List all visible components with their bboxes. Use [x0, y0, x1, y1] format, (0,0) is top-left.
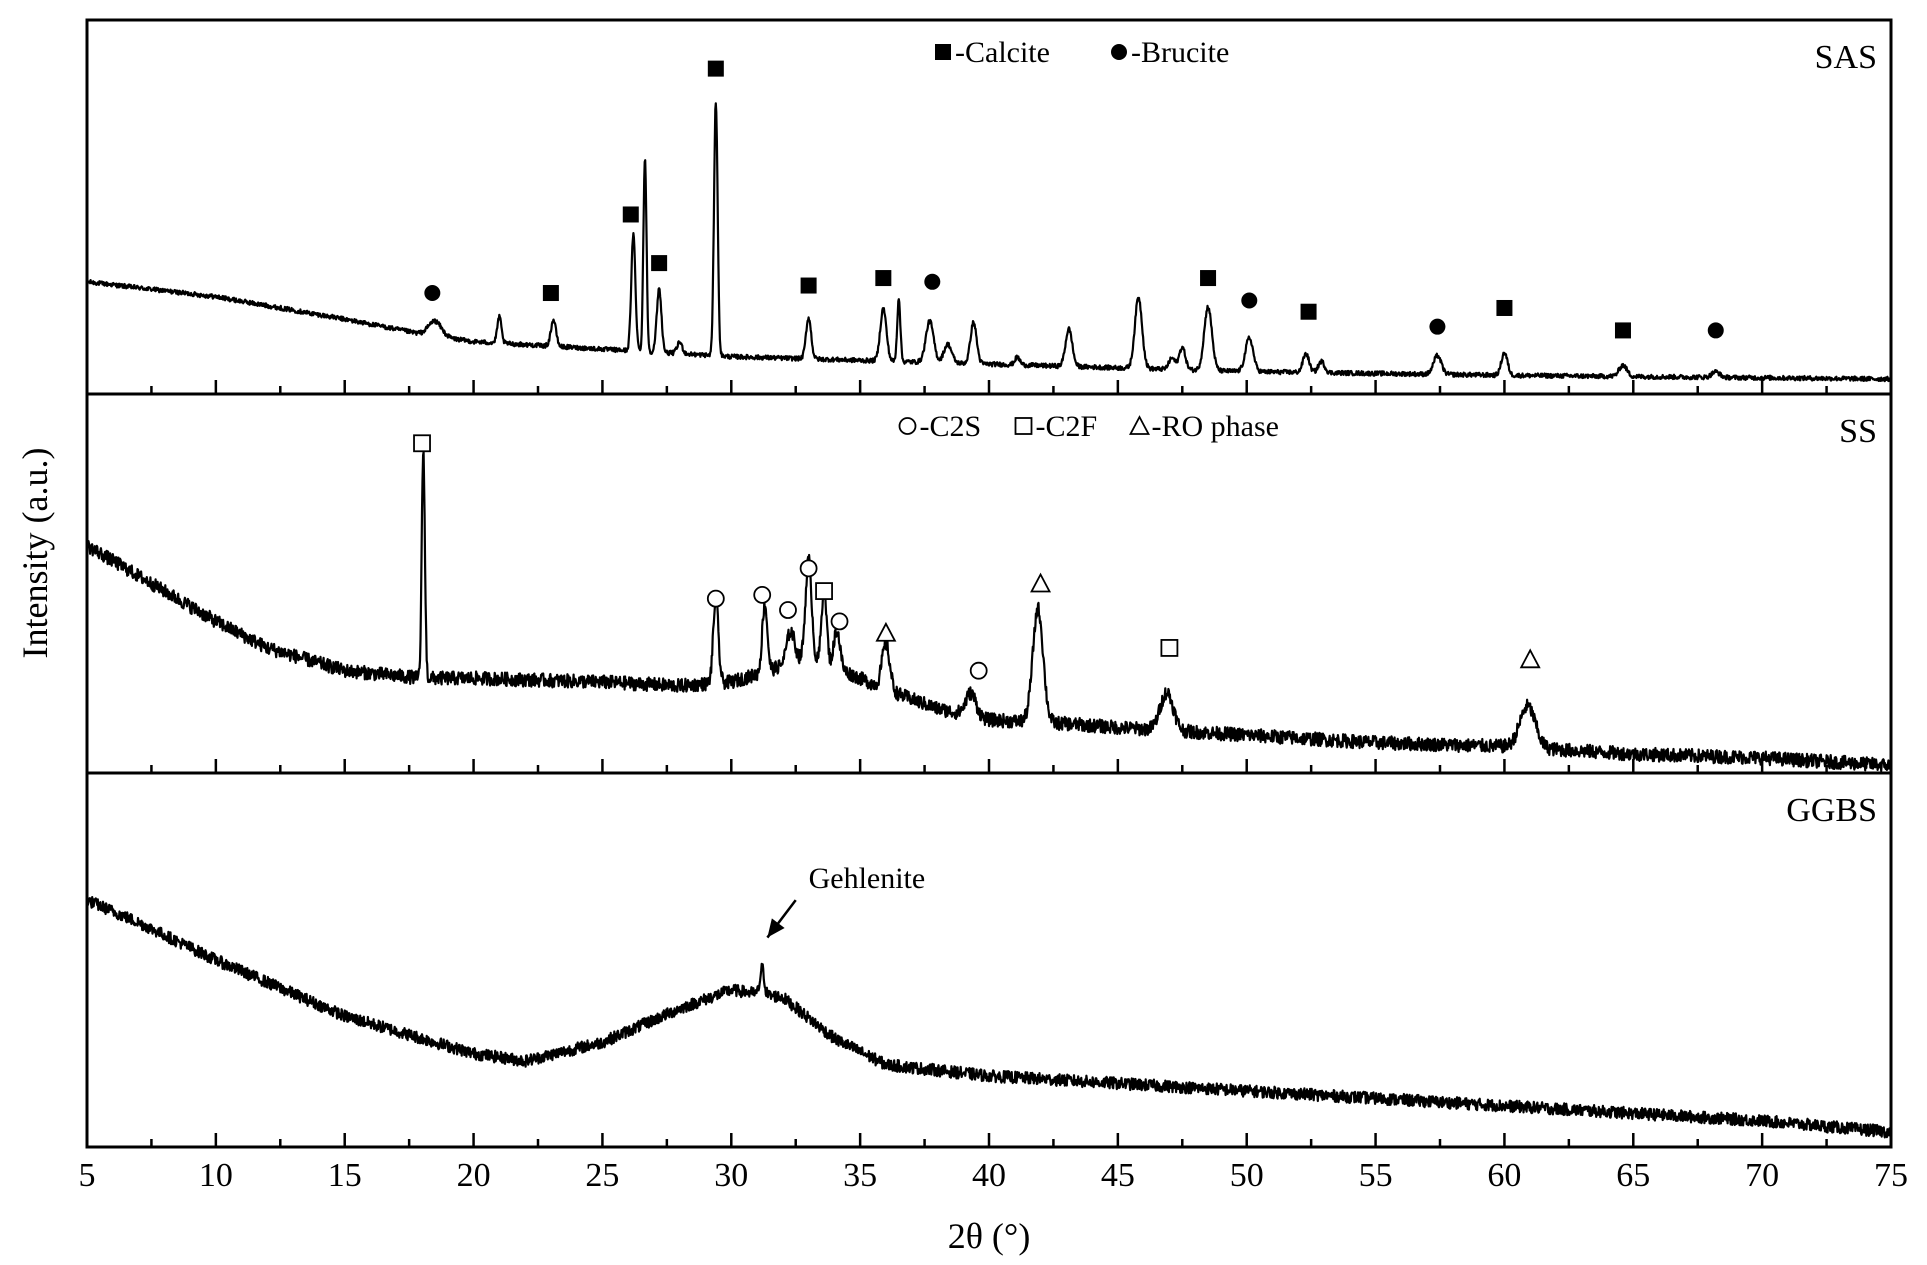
- peak-marker-5: [815, 582, 833, 600]
- peak-marker-3: [651, 255, 668, 272]
- panels-layer: SAS -Calcite -Brucite SS -C2S -C2F -RO phase GG…: [85, 18, 1893, 1149]
- peak-marker-5: [800, 277, 817, 294]
- peak-marker-14: [1707, 322, 1724, 339]
- x-tick-label: 15: [328, 1157, 362, 1194]
- x-tick-label: 50: [1230, 1157, 1264, 1194]
- panel-ticks: [85, 759, 1893, 773]
- panel-ggbs: GGBS Gehlenite: [85, 771, 1893, 1149]
- peak-marker-4: [799, 559, 818, 578]
- panel-ticks: [85, 380, 1893, 394]
- x-tick-label: 20: [457, 1157, 491, 1194]
- peak-marker-1: [706, 589, 725, 608]
- peak-marker-9: [1030, 572, 1052, 593]
- peak-marker-10: [1160, 639, 1179, 657]
- x-tick-label: 70: [1745, 1157, 1779, 1194]
- peak-marker-7: [875, 621, 897, 642]
- peak-marker-10: [1300, 303, 1317, 320]
- peak-marker-11: [1519, 648, 1541, 669]
- x-tick-label: 75: [1874, 1157, 1908, 1194]
- panel-ticks: [85, 1133, 1893, 1147]
- peak-marker-4: [707, 60, 724, 77]
- peak-marker-8: [1200, 270, 1217, 287]
- x-tick-label: 60: [1487, 1157, 1521, 1194]
- peak-marker-1: [542, 285, 559, 302]
- annotation-arrow-head: [767, 918, 785, 938]
- peak-marker-7: [924, 273, 941, 290]
- panel-label-ss: SS: [1839, 413, 1877, 450]
- panel-label-ggbs: GGBS: [1786, 792, 1877, 829]
- xrd-pattern-sas: [85, 102, 1892, 383]
- x-tick-label: 55: [1359, 1157, 1393, 1194]
- legend-label-0: -Calcite: [955, 36, 1050, 69]
- peak-marker-13: [1614, 322, 1631, 339]
- legend-label-1: -Brucite: [1131, 36, 1229, 69]
- x-tick-label: 40: [972, 1157, 1006, 1194]
- x-ticks-layer: 5 10 15 20 25 30 35 40 45 50 55 60 65 70 75: [79, 1157, 1909, 1194]
- peak-marker-3: [779, 601, 797, 619]
- y-axis-title: Intensity (a.u.): [15, 448, 55, 659]
- x-tick-label: 35: [843, 1157, 877, 1194]
- legend-symbol-0: [935, 44, 951, 60]
- xrd-pattern-ss: [85, 451, 1892, 772]
- legend-symbol-1: [1111, 44, 1127, 60]
- x-tick-label: 10: [199, 1157, 233, 1194]
- peak-marker-2: [753, 585, 772, 604]
- peak-marker-8: [969, 661, 988, 680]
- legend-label-2: -RO phase: [1152, 410, 1279, 443]
- legend-label-1: -C2F: [1036, 410, 1098, 443]
- legend: -C2S -C2F -RO phase: [898, 410, 1279, 443]
- legend-symbol-1: [1014, 417, 1033, 435]
- x-tick-label: 25: [585, 1157, 619, 1194]
- legend: -Calcite -Brucite: [935, 36, 1229, 69]
- x-tick-label: 30: [714, 1157, 748, 1194]
- peak-marker-12: [1496, 299, 1513, 316]
- panel-label-sas: SAS: [1815, 39, 1877, 76]
- panel-ss: SS -C2S -C2F -RO phase: [85, 392, 1893, 775]
- peak-marker-6: [830, 612, 849, 631]
- panel-frame: [85, 771, 1893, 1149]
- legend-symbol-0: [898, 417, 917, 435]
- x-tick-label: 65: [1616, 1157, 1650, 1194]
- panel-sas: SAS -Calcite -Brucite: [85, 18, 1893, 396]
- xrd-pattern-ggbs: [85, 896, 1893, 1139]
- peak-marker-11: [1429, 318, 1446, 335]
- peak-marker-0: [413, 434, 431, 453]
- x-tick-label: 45: [1101, 1157, 1135, 1194]
- peak-marker-2: [622, 206, 639, 223]
- legend-symbol-2: [1129, 415, 1150, 435]
- x-axis-title: 2θ (°): [948, 1216, 1031, 1256]
- peak-marker-6: [875, 270, 892, 287]
- x-tick-label: 5: [79, 1157, 96, 1194]
- peak-marker-0: [424, 285, 441, 302]
- annotation-label: Gehlenite: [809, 862, 926, 895]
- legend-label-0: -C2S: [920, 410, 982, 443]
- peak-marker-9: [1241, 292, 1258, 309]
